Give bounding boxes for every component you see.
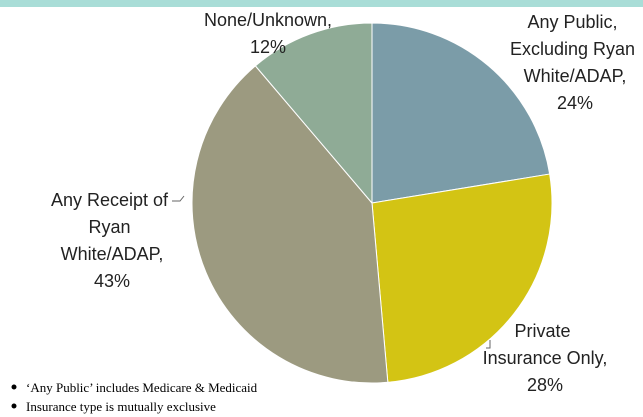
bullet [11,384,17,390]
note: ‘Any Public’ includes Medicare & Medicai… [26,380,258,395]
slice-label: Any Public, Excluding Ryan White/ADAP, [510,12,640,86]
slice-value-label: 28% [527,375,563,395]
slice-value-label: 24% [557,93,593,113]
bullet [11,403,17,409]
leader-line [486,340,491,349]
pie-slice [371,22,551,204]
note: Insurance type is mutually exclusive [26,399,216,414]
slice-label: Private Insurance Only, [483,321,608,368]
leader-line [172,195,185,202]
slice-value-label: 12% [250,37,286,57]
slice-value-label: 43% [94,271,130,291]
pie [191,22,553,384]
top-band [0,0,643,7]
slice-label: None/Unknown, [204,10,332,30]
pie-slice [191,65,389,384]
pie-slice [371,173,553,383]
pie-slice [254,22,373,205]
slice-label: Any Receipt of Ryan White/ADAP, [51,190,173,264]
